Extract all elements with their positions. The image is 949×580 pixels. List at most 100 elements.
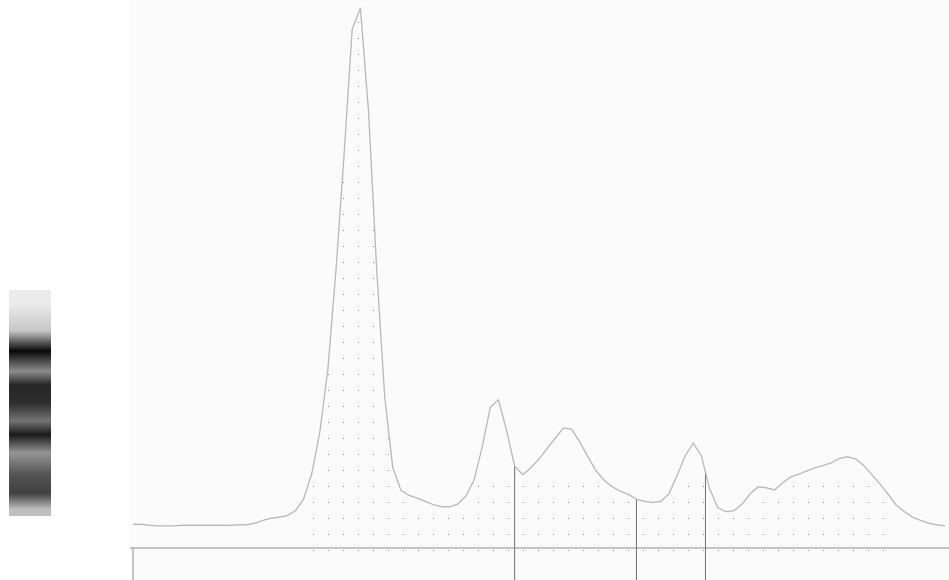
stipple-dot <box>343 550 344 551</box>
stipple-dot <box>598 534 599 535</box>
stipple-dot <box>358 470 359 471</box>
fraction-dividers <box>514 466 706 580</box>
stipple-dot <box>343 182 344 183</box>
stipple-dot <box>613 502 614 503</box>
stipple-dot <box>748 550 749 551</box>
stipple-dot <box>808 502 809 503</box>
stipple-dot <box>778 550 779 551</box>
stipple-dot <box>373 550 374 551</box>
stipple-dot <box>823 486 824 487</box>
stipple-dot <box>358 438 359 439</box>
stipple-dot <box>628 502 629 503</box>
stipple-dot <box>643 518 644 519</box>
stipple-dot <box>373 438 374 439</box>
densitometry-plot <box>130 0 949 580</box>
stipple-dot <box>343 326 344 327</box>
stipple-dot <box>583 518 584 519</box>
stipple-dot <box>793 534 794 535</box>
stipple-dot <box>778 502 779 503</box>
stipple-dot <box>598 486 599 487</box>
stipple-dot <box>373 310 374 311</box>
stipple-dot <box>613 534 614 535</box>
stipple-dot <box>568 486 569 487</box>
stipple-dot <box>508 518 509 519</box>
stipple-dot <box>328 438 329 439</box>
stipple-dot <box>508 550 509 551</box>
gel-lane <box>9 290 51 516</box>
stipple-dot <box>328 518 329 519</box>
stipple-dot <box>883 550 884 551</box>
stipple-dot <box>343 518 344 519</box>
stipple-dot <box>493 550 494 551</box>
stipple-dot <box>778 518 779 519</box>
stipple-dot <box>748 534 749 535</box>
stipple-dot <box>373 390 374 391</box>
stipple-dot <box>358 262 359 263</box>
stipple-dot <box>583 550 584 551</box>
plot-background <box>130 0 949 580</box>
stipple-dot <box>358 518 359 519</box>
stipple-dot <box>868 486 869 487</box>
stipple-dot <box>718 550 719 551</box>
stipple-dot <box>433 518 434 519</box>
stipple-dot <box>838 550 839 551</box>
stipple-dot <box>388 486 389 487</box>
stipple-dot <box>478 502 479 503</box>
stipple-dot <box>373 230 374 231</box>
stipple-dot <box>493 534 494 535</box>
stipple-dot <box>628 534 629 535</box>
stipple-dot <box>568 518 569 519</box>
stipple-dot <box>853 518 854 519</box>
stipple-dot <box>703 550 704 551</box>
stipple-dot <box>673 518 674 519</box>
stipple-dot <box>688 518 689 519</box>
stipple-dot <box>838 486 839 487</box>
stipple-dot <box>373 502 374 503</box>
stipple-dot <box>688 486 689 487</box>
stipple-dot <box>313 486 314 487</box>
stipple-dot <box>553 486 554 487</box>
stipple-dot <box>328 422 329 423</box>
stipple-dot <box>808 486 809 487</box>
stipple-dot <box>343 502 344 503</box>
stipple-dot <box>373 422 374 423</box>
stipple-dot <box>403 502 404 503</box>
stipple-dot <box>328 486 329 487</box>
stipple-dot <box>808 550 809 551</box>
stipple-dot <box>778 534 779 535</box>
stipple-dot <box>343 454 344 455</box>
stipple-dot <box>313 502 314 503</box>
stipple-dot <box>343 294 344 295</box>
stipple-dot <box>523 502 524 503</box>
stipple-dot <box>793 518 794 519</box>
stipple-dot <box>703 502 704 503</box>
stipple-dot <box>358 70 359 71</box>
stipple-dot <box>343 470 344 471</box>
stipple-dot <box>568 502 569 503</box>
stipple-dot <box>538 518 539 519</box>
stipple-dot <box>328 374 329 375</box>
stipple-dot <box>358 358 359 359</box>
stipple-dot <box>358 326 359 327</box>
stipple-dot <box>343 534 344 535</box>
stipple-dot <box>358 454 359 455</box>
stipple-dot <box>763 518 764 519</box>
fraction-stipple-layer <box>313 22 884 551</box>
stipple-dot <box>628 550 629 551</box>
stipple-dot <box>523 486 524 487</box>
stipple-dot <box>808 534 809 535</box>
stipple-dot <box>853 486 854 487</box>
stipple-dot <box>373 358 374 359</box>
stipple-dot <box>328 550 329 551</box>
stipple-dot <box>538 534 539 535</box>
stipple-dot <box>358 118 359 119</box>
stipple-dot <box>463 518 464 519</box>
stipple-dot <box>643 550 644 551</box>
densitometry-curve <box>133 7 946 527</box>
stipple-dot <box>448 518 449 519</box>
stipple-dot <box>418 550 419 551</box>
stipple-dot <box>358 150 359 151</box>
stipple-dot <box>853 550 854 551</box>
stipple-dot <box>568 550 569 551</box>
stipple-dot <box>373 374 374 375</box>
